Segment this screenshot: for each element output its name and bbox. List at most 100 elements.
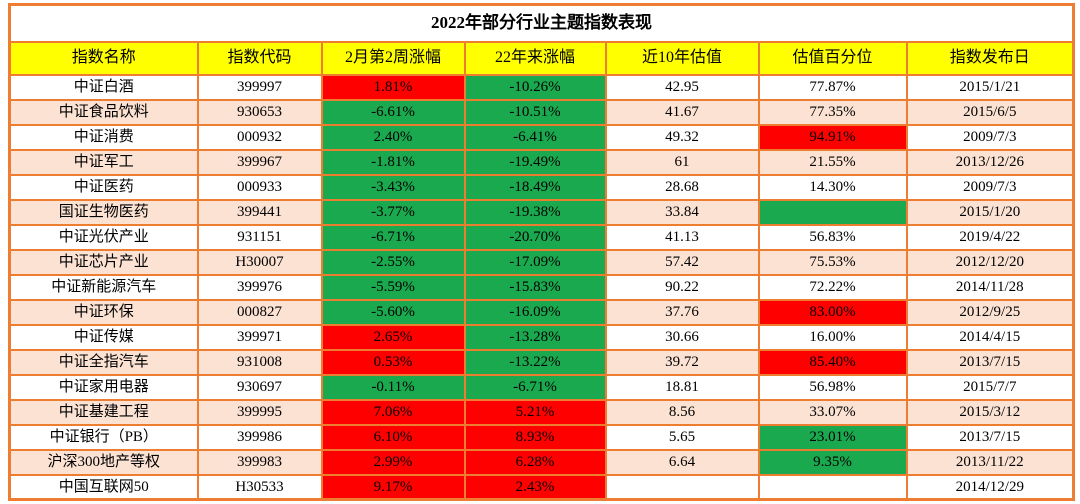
cell-week-change: -3.43%: [320, 173, 466, 201]
cell-week-change: -5.60%: [320, 298, 466, 326]
cell-publish-date: 2015/1/21: [905, 73, 1075, 101]
cell-valuation: 28.68: [604, 173, 760, 201]
table-row: 中证军工 399967 -1.81% -19.49% 61 21.55% 2013/12/2…: [8, 148, 1075, 176]
cell-week-change: -6.61%: [320, 98, 466, 126]
cell-index-name: 中国互联网50: [8, 473, 199, 501]
cell-ytd-change: -16.09%: [463, 298, 607, 326]
cell-week-change: -5.59%: [320, 273, 466, 301]
cell-ytd-change: 5.21%: [463, 398, 607, 426]
cell-percentile: 85.40%: [757, 348, 908, 376]
cell-week-change: -6.71%: [320, 223, 466, 251]
cell-index-name: 中证环保: [8, 298, 199, 326]
table-row: 中证芯片产业 H30007 -2.55% -17.09% 57.42 75.53% 2012…: [8, 248, 1075, 276]
cell-week-change: 0.53%: [320, 348, 466, 376]
cell-percentile: 72.22%: [757, 273, 908, 301]
cell-valuation: 6.64: [604, 448, 760, 476]
cell-index-code: H30007: [196, 248, 323, 276]
cell-publish-date: 2013/7/15: [905, 423, 1075, 451]
cell-week-change: 6.10%: [320, 423, 466, 451]
cell-index-name: 中证白酒: [8, 73, 199, 101]
cell-ytd-change: -10.26%: [463, 73, 607, 101]
cell-index-name: 中证传媒: [8, 323, 199, 351]
cell-index-code: 000932: [196, 123, 323, 151]
cell-index-name: 中证消费: [8, 123, 199, 151]
header-index-name: 指数名称: [8, 40, 199, 76]
cell-index-code: 930653: [196, 98, 323, 126]
cell-valuation: 49.32: [604, 123, 760, 151]
table-row: 中证银行（PB） 399986 6.10% 8.93% 5.65 23.01% 2013/7…: [8, 423, 1075, 451]
cell-index-code: 931008: [196, 348, 323, 376]
cell-index-code: 000827: [196, 298, 323, 326]
cell-percentile: 75.53%: [757, 248, 908, 276]
cell-valuation: 90.22: [604, 273, 760, 301]
cell-valuation: 42.95: [604, 73, 760, 101]
cell-publish-date: 2015/3/12: [905, 398, 1075, 426]
cell-percentile: 9.35%: [757, 448, 908, 476]
cell-week-change: -3.77%: [320, 198, 466, 226]
cell-percentile: 77.35%: [757, 98, 908, 126]
table-row: 沪深300地产等权 399983 2.99% 6.28% 6.64 9.35% 2013/1…: [8, 448, 1075, 476]
table-row: 中证新能源汽车 399976 -5.59% -15.83% 90.22 72.22% 201…: [8, 273, 1075, 301]
cell-publish-date: 2009/7/3: [905, 123, 1075, 151]
cell-percentile: 83.00%: [757, 298, 908, 326]
cell-percentile: 94.91%: [757, 123, 908, 151]
cell-publish-date: 2012/9/25: [905, 298, 1075, 326]
cell-index-name: 中证军工: [8, 148, 199, 176]
header-index-code: 指数代码: [196, 40, 323, 76]
cell-index-name: 中证光伏产业: [8, 223, 199, 251]
cell-week-change: 2.65%: [320, 323, 466, 351]
cell-week-change: -0.11%: [320, 373, 466, 401]
cell-percentile: 56.98%: [757, 373, 908, 401]
cell-index-code: 399983: [196, 448, 323, 476]
cell-index-code: 399441: [196, 198, 323, 226]
cell-valuation: [604, 473, 760, 501]
cell-ytd-change: -6.41%: [463, 123, 607, 151]
index-performance-table-wrap: 2022年部分行业主题指数表现 指数名称 指数代码 2月第2周涨幅 22年来涨幅…: [8, 3, 1076, 501]
table-title-row: 2022年部分行业主题指数表现: [8, 3, 1075, 43]
table-row: 中证光伏产业 931151 -6.71% -20.70% 41.13 56.83% 2019…: [8, 223, 1075, 251]
cell-valuation: 5.65: [604, 423, 760, 451]
cell-index-code: 399967: [196, 148, 323, 176]
cell-valuation: 37.76: [604, 298, 760, 326]
table-row: 中证基建工程 399995 7.06% 5.21% 8.56 33.07% 2015/3/1…: [8, 398, 1075, 426]
cell-valuation: 8.56: [604, 398, 760, 426]
cell-index-code: H30533: [196, 473, 323, 501]
cell-publish-date: 2009/7/3: [905, 173, 1075, 201]
table-row: 中证全指汽车 931008 0.53% -13.22% 39.72 85.40% 2013/…: [8, 348, 1075, 376]
cell-percentile: 14.30%: [757, 173, 908, 201]
table-row: 中证环保 000827 -5.60% -16.09% 37.76 83.00% 2012/9…: [8, 298, 1075, 326]
table-row: 中证消费 000932 2.40% -6.41% 49.32 94.91% 2009/7/3: [8, 123, 1075, 151]
cell-ytd-change: -19.49%: [463, 148, 607, 176]
cell-ytd-change: -6.71%: [463, 373, 607, 401]
cell-percentile: 77.87%: [757, 73, 908, 101]
table-row: 中证食品饮料 930653 -6.61% -10.51% 41.67 77.35% 2015…: [8, 98, 1075, 126]
cell-week-change: 9.17%: [320, 473, 466, 501]
cell-index-name: 中证家用电器: [8, 373, 199, 401]
cell-percentile: [757, 473, 908, 501]
cell-valuation: 41.13: [604, 223, 760, 251]
cell-ytd-change: 2.43%: [463, 473, 607, 501]
cell-index-code: 399986: [196, 423, 323, 451]
cell-index-code: 399995: [196, 398, 323, 426]
header-week-change: 2月第2周涨幅: [320, 40, 466, 76]
cell-valuation: 61: [604, 148, 760, 176]
cell-week-change: -1.81%: [320, 148, 466, 176]
cell-percentile: 21.55%: [757, 148, 908, 176]
cell-publish-date: 2015/7/7: [905, 373, 1075, 401]
cell-percentile: 16.00%: [757, 323, 908, 351]
cell-publish-date: 2012/12/20: [905, 248, 1075, 276]
cell-week-change: -2.55%: [320, 248, 466, 276]
table-row: 中证家用电器 930697 -0.11% -6.71% 18.81 56.98% 2015/…: [8, 373, 1075, 401]
cell-percentile: 23.01%: [757, 423, 908, 451]
cell-week-change: 1.81%: [320, 73, 466, 101]
cell-index-code: 000933: [196, 173, 323, 201]
cell-index-name: 中证食品饮料: [8, 98, 199, 126]
table-row: 中国互联网50 H30533 9.17% 2.43% 2014/12/29: [8, 473, 1075, 501]
cell-index-code: 930697: [196, 373, 323, 401]
cell-valuation: 41.67: [604, 98, 760, 126]
cell-index-name: 中证医药: [8, 173, 199, 201]
cell-index-name: 中证基建工程: [8, 398, 199, 426]
cell-valuation: 57.42: [604, 248, 760, 276]
cell-ytd-change: -15.83%: [463, 273, 607, 301]
cell-publish-date: 2015/1/20: [905, 198, 1075, 226]
